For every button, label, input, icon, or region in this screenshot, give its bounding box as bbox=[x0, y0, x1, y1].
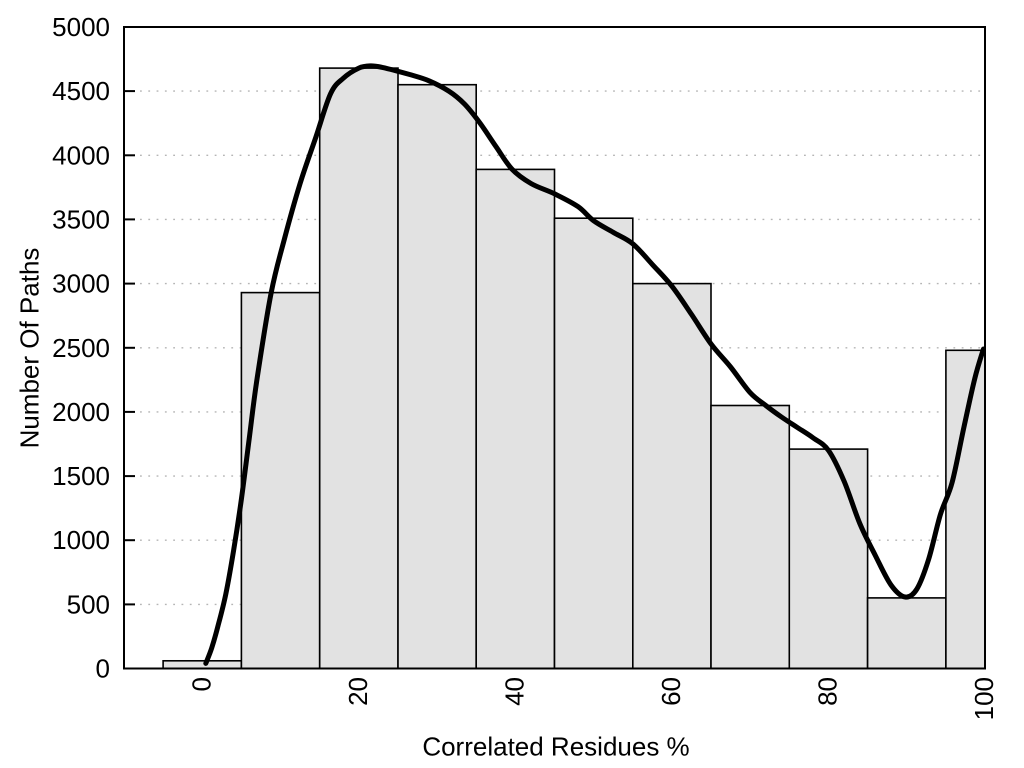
histogram-bar bbox=[397, 83, 477, 670]
histogram-bar bbox=[710, 404, 791, 670]
histogram-bar bbox=[788, 448, 869, 670]
histogram-bar bbox=[240, 291, 321, 670]
y-tick-label: 3500 bbox=[52, 204, 110, 234]
y-tick-label: 500 bbox=[67, 589, 110, 619]
x-tick-label: 80 bbox=[813, 677, 843, 706]
x-tick-label: 40 bbox=[499, 677, 529, 706]
histogram-bar bbox=[866, 597, 947, 670]
y-tick-label: 0 bbox=[96, 654, 110, 684]
histogram-bar bbox=[318, 67, 399, 670]
smooth-curve bbox=[203, 63, 986, 666]
y-tick-label: 2000 bbox=[52, 397, 110, 427]
y-tick-label: 1500 bbox=[52, 461, 110, 491]
histogram-bar bbox=[945, 349, 986, 670]
y-tick-label: 5000 bbox=[52, 12, 110, 42]
y-tick-label: 2500 bbox=[52, 333, 110, 363]
y-tick-label: 4000 bbox=[52, 140, 110, 170]
y-tick-label: 3000 bbox=[52, 269, 110, 299]
x-tick-label: 60 bbox=[656, 677, 686, 706]
y-tick-label: 1000 bbox=[52, 525, 110, 555]
x-axis-title: Correlated Residues % bbox=[422, 731, 690, 762]
x-tick-label: 0 bbox=[186, 677, 216, 691]
y-tick-label: 4500 bbox=[52, 76, 110, 106]
histogram-bar bbox=[162, 659, 243, 670]
x-tick-label: 100 bbox=[969, 677, 999, 720]
x-tick-label: 20 bbox=[343, 677, 373, 706]
histogram-bar bbox=[631, 282, 712, 670]
histogram-bar bbox=[553, 217, 634, 670]
y-axis-title: Number Of Paths bbox=[14, 247, 45, 449]
histogram-bar bbox=[475, 168, 556, 670]
